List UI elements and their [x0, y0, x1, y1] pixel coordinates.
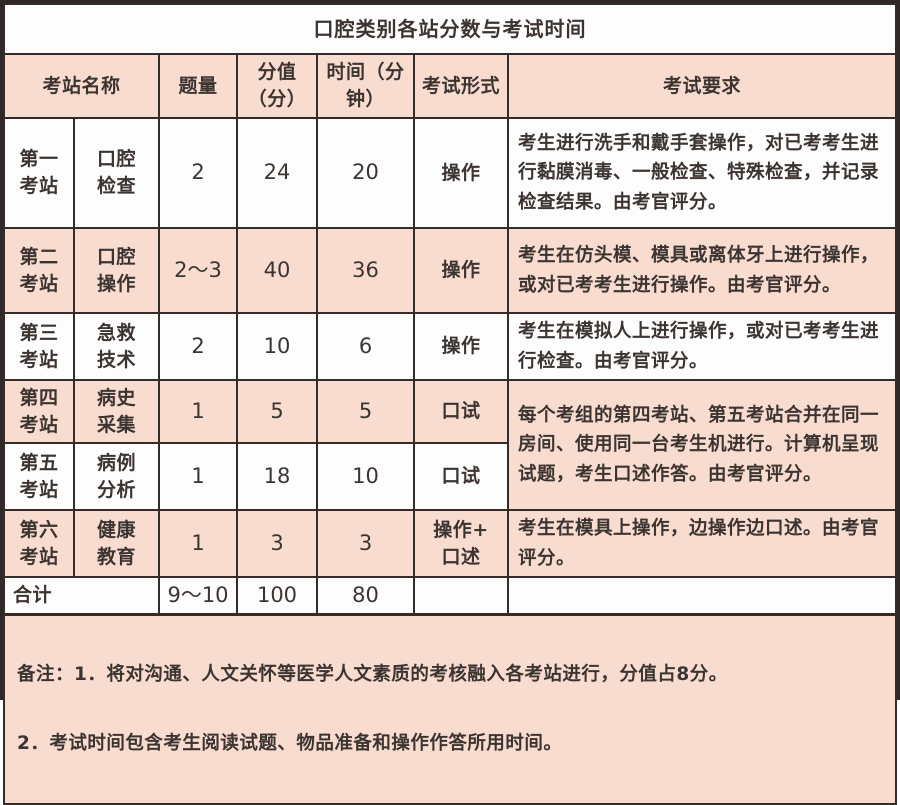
station-3-subject: 急救 技术 [73, 311, 160, 382]
station-2-requirements: 考生在仿头模、模具或离体牙上进行操作，或对已考考生进行操作。由考官评分。 [507, 227, 897, 314]
station-6-format: 操作+ 口述 [413, 509, 509, 579]
station-2-format: 操作 [413, 227, 509, 314]
station-3-time: 6 [316, 311, 415, 382]
station-3-questions: 2 [158, 311, 238, 382]
header-time: 时间（分 钟） [316, 53, 415, 119]
station-6-subject: 健康 教育 [73, 509, 160, 579]
station-6-score: 3 [236, 509, 318, 579]
station-6-time: 3 [316, 509, 415, 579]
station-3-name: 第三 考站 [3, 311, 75, 382]
station-1-name: 第一 考站 [3, 117, 75, 229]
station-1-score: 24 [236, 117, 318, 229]
station-2-time: 36 [316, 227, 415, 314]
station-5-score: 18 [236, 442, 318, 512]
total-requirements-empty [507, 576, 897, 616]
station-2-questions: 2～3 [158, 227, 238, 314]
station-5-questions: 1 [158, 442, 238, 512]
station-4-format: 口试 [413, 379, 509, 445]
station-3-score: 10 [236, 311, 318, 382]
footnotes: 备注：1．将对沟通、人文关怀等医学人文素质的考核融入各考站进行，分值占8分。 2… [3, 612, 897, 805]
station-1-requirements: 考生进行洗手和戴手套操作，对已考考生进行黏膜消毒、一般检查、特殊检查，并记录检查… [507, 117, 897, 229]
exam-score-table: 口腔类别各站分数与考试时间 考站名称 题量 分值 （分） 时间（分 钟） 考试形… [3, 3, 897, 805]
station-5-subject: 病例 分析 [73, 442, 160, 512]
station-6-requirements: 考生在模具上操作，边操作边口述。由考官评分。 [507, 509, 897, 579]
station-4-score: 5 [236, 379, 318, 445]
station-1-time: 20 [316, 117, 415, 229]
station-4-5-requirements: 每个考组的第四考站、第五考站合并在同一房间、使用同一台考生机进行。计算机呈现试题… [507, 379, 897, 512]
header-station-name: 考站名称 [3, 53, 160, 119]
station-3-format: 操作 [413, 311, 509, 382]
total-label: 合计 [3, 576, 160, 616]
footnote-1: 备注：1．将对沟通、人文关怀等医学人文素质的考核融入各考站进行，分值占8分。 [17, 664, 728, 686]
total-score: 100 [236, 576, 318, 616]
station-5-name: 第五 考站 [3, 442, 75, 512]
station-4-name: 第四 考站 [3, 379, 75, 445]
total-questions: 9～10 [158, 576, 238, 616]
header-score: 分值 （分） [236, 53, 318, 119]
station-1-subject: 口腔 检查 [73, 117, 160, 229]
table-title: 口腔类别各站分数与考试时间 [3, 3, 897, 55]
total-format-empty [413, 576, 509, 616]
station-4-questions: 1 [158, 379, 238, 445]
station-5-format: 口试 [413, 442, 509, 512]
station-6-questions: 1 [158, 509, 238, 579]
station-1-format: 操作 [413, 117, 509, 229]
total-time: 80 [316, 576, 415, 616]
footnote-2: 2．考试时间包含考生阅读试题、物品准备和操作作答所用时间。 [17, 732, 563, 754]
station-3-requirements: 考生在模拟人上进行操作，或对已考考生进行检查。由考官评分。 [507, 311, 897, 382]
station-1-questions: 2 [158, 117, 238, 229]
station-6-name: 第六 考站 [3, 509, 75, 579]
station-2-subject: 口腔 操作 [73, 227, 160, 314]
station-4-subject: 病史 采集 [73, 379, 160, 445]
header-question-count: 题量 [158, 53, 238, 119]
header-exam-requirements: 考试要求 [507, 53, 897, 119]
station-5-time: 10 [316, 442, 415, 512]
station-4-time: 5 [316, 379, 415, 445]
station-2-name: 第二 考站 [3, 227, 75, 314]
station-2-score: 40 [236, 227, 318, 314]
header-exam-format: 考试形式 [413, 53, 509, 119]
